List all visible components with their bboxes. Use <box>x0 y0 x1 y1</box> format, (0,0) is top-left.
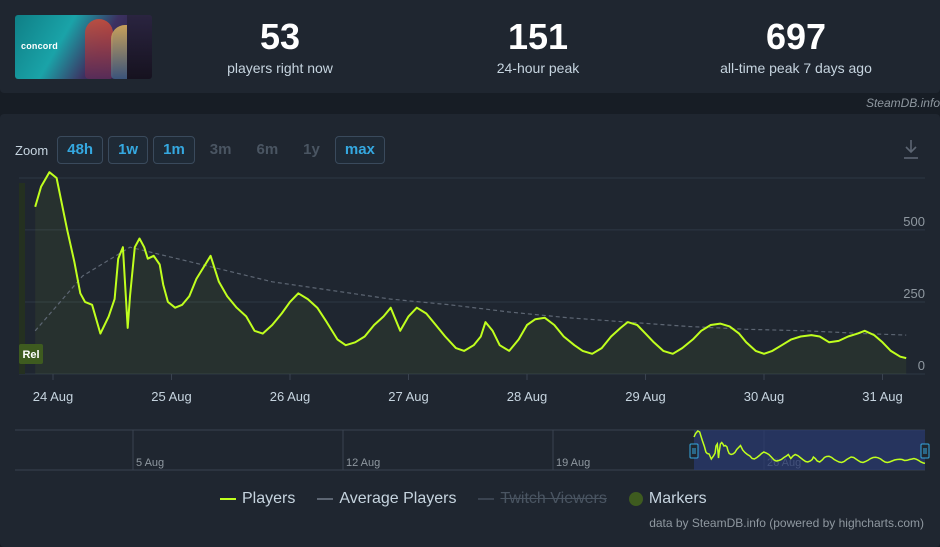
average-players-line <box>34 246 907 336</box>
navigator-selection <box>694 430 925 470</box>
zoom-1y-button: 1y <box>303 141 320 158</box>
stat-24h-peak: 151 24-hour peak <box>428 16 648 77</box>
x-tick-label: 31 Aug <box>862 389 903 404</box>
zoom-1w-button[interactable]: 1w <box>108 136 149 164</box>
zoom-6m-button: 6m <box>256 141 279 158</box>
x-tick-label: 28 Aug <box>507 389 548 404</box>
navigator-tick-label: 12 Aug <box>346 457 380 469</box>
zoom-1m-button[interactable]: 1m <box>153 136 195 164</box>
game-thumbnail[interactable]: concord <box>15 15 152 79</box>
navigator-players-line <box>693 430 926 465</box>
players-swatch <box>220 498 236 500</box>
y-tick-label: 250 <box>903 286 925 301</box>
legend-label: Markers <box>648 490 707 507</box>
navigator-handle <box>689 443 699 459</box>
stat-label: 24-hour peak <box>496 60 580 76</box>
zoom-48h-button[interactable]: 48h <box>57 136 104 164</box>
legend-item-players[interactable]: Players <box>220 490 295 508</box>
stat-current-players: 53 players right now <box>170 16 390 77</box>
stat-all-time-peak: 697 all-time peak 7 days ago <box>686 16 906 77</box>
zoom-3m-button: 3m <box>209 141 232 158</box>
x-tick-label: 26 Aug <box>270 389 311 404</box>
y-tick-label: 500 <box>903 214 925 229</box>
navigator-tick-label: 5 Aug <box>136 457 164 469</box>
stat-value: 53 <box>259 16 301 57</box>
x-tick-label: 27 Aug <box>388 389 429 404</box>
release-band <box>19 183 25 374</box>
game-logo-text: concord <box>21 41 58 51</box>
download-icon[interactable] <box>902 138 920 160</box>
players-line <box>34 171 907 360</box>
steamdb-credit[interactable]: SteamDB.info <box>865 96 940 110</box>
average-swatch <box>317 498 334 500</box>
players-area <box>35 172 907 374</box>
release-badge <box>19 344 43 364</box>
legend-item-average[interactable]: Average Players <box>317 490 456 508</box>
zoom-max-button[interactable]: max <box>334 136 385 164</box>
x-tick-label: 29 Aug <box>625 389 666 404</box>
x-tick-label: 25 Aug <box>151 389 192 404</box>
chart-credit[interactable]: data by SteamDB.info (powered by highcha… <box>649 516 924 530</box>
navigator-tick-label: 19 Aug <box>556 457 590 469</box>
thumbnail-figure <box>85 19 113 79</box>
legend-label: Twitch Viewers <box>500 490 607 507</box>
stat-value: 151 <box>507 16 569 57</box>
legend-label: Players <box>242 490 296 507</box>
stat-label: players right now <box>227 60 333 76</box>
x-tick-label: 24 Aug <box>33 389 74 404</box>
navigator-handle <box>920 443 930 459</box>
markers-dot-icon <box>628 492 643 506</box>
zoom-controls: Zoom 48h 1w 1m 3m 6m 1y max <box>15 136 385 164</box>
legend-item-twitch[interactable]: Twitch Viewers <box>478 490 607 508</box>
y-tick-label: 0 <box>918 358 925 373</box>
chart-panel: Zoom 48h 1w 1m 3m 6m 1y max 0 250 500 24 Au… <box>0 114 940 547</box>
player-count-chart[interactable]: 0 250 500 24 Aug 25 Aug 26 Aug 27 Aug 28 Aug 29 … <box>0 114 940 547</box>
chart-legend: Players Average Players Twitch Viewers M… <box>220 490 707 508</box>
stat-label: all-time peak 7 days ago <box>720 60 872 76</box>
legend-label: Average Players <box>339 490 457 507</box>
x-tick-label: 30 Aug <box>744 389 785 404</box>
stat-value: 697 <box>765 16 827 57</box>
twitch-swatch <box>478 498 495 500</box>
thumbnail-figure <box>127 15 152 79</box>
release-badge-label: Rel <box>22 349 39 361</box>
legend-item-markers[interactable]: Markers <box>628 490 707 508</box>
stats-header: concord 53 players right now 151 24-hour… <box>0 0 940 93</box>
zoom-label: Zoom <box>15 142 49 158</box>
